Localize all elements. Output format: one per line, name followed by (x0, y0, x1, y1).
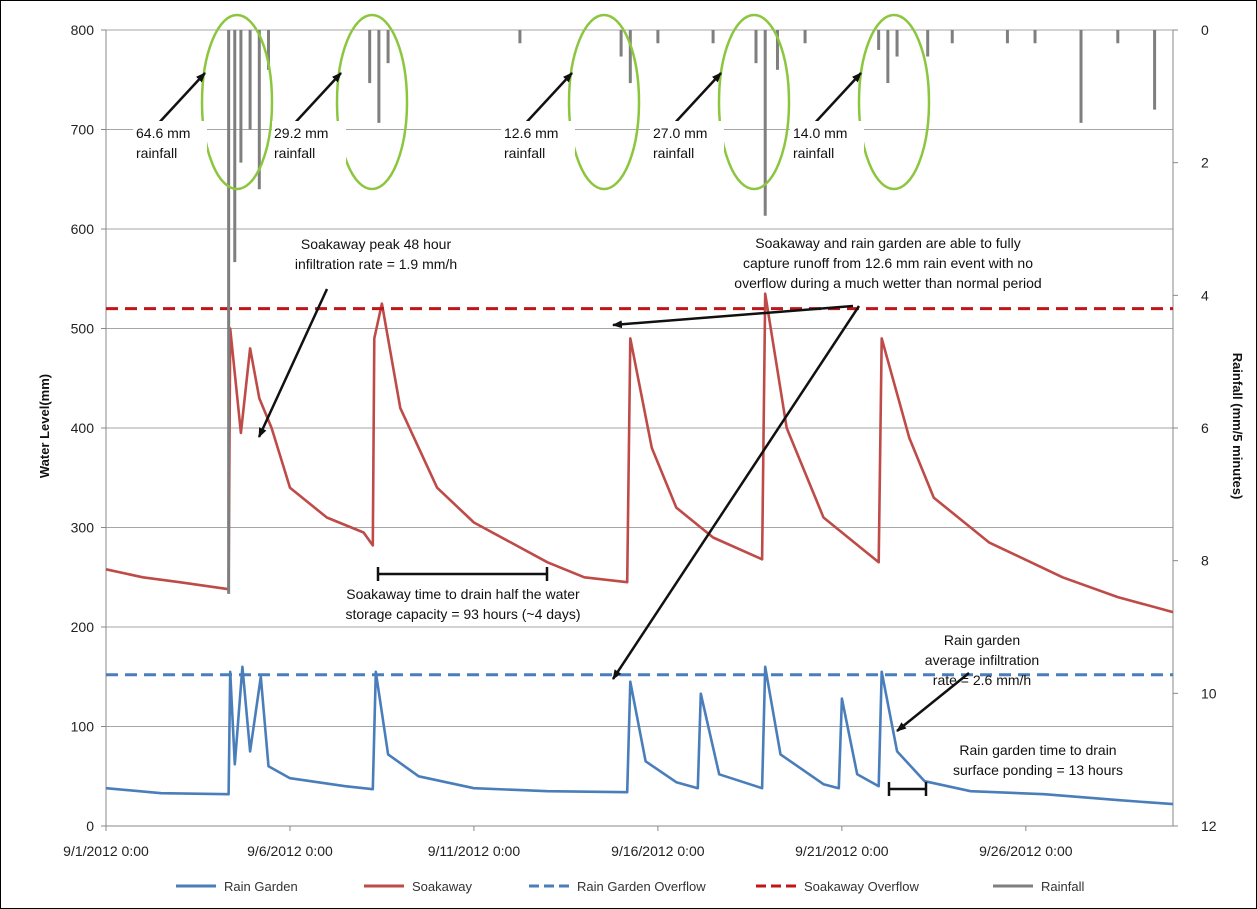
arrow (613, 306, 859, 679)
annotation-arrows (156, 73, 969, 731)
y2-tick-label: 8 (1201, 553, 1209, 569)
secondary-y-axis-title: Rainfall (mm/5 minutes) (1230, 353, 1245, 500)
arrow (156, 73, 205, 126)
annotation-rainfall-3-line1: 12.6 mm (504, 125, 558, 141)
y2-tick-label: 0 (1201, 22, 1209, 38)
annotation-rain-garden-rate-line2: average infiltration (925, 652, 1039, 668)
series-layer (106, 294, 1173, 804)
x-tick-label: 9/1/2012 0:00 (63, 843, 149, 859)
annotation-capture-line1: Soakaway and rain garden are able to ful… (755, 235, 1020, 251)
secondary-y-axis-ticks: 0 2 4 6 8 10 12 (1173, 22, 1217, 834)
annotation-rain-garden-rate-line1: Rain garden (944, 632, 1020, 648)
annotation-soakaway-peak-line1: Soakaway peak 48 hour (301, 236, 452, 252)
annotation-rainfall-5-line2: rainfall (793, 145, 834, 161)
y-tick-label: 600 (71, 221, 95, 237)
highlight-ellipse (569, 15, 639, 189)
x-tick-label: 9/21/2012 0:00 (795, 843, 889, 859)
y-axis-title: Water Level(mm) (37, 374, 52, 478)
highlight-ellipse (337, 15, 407, 189)
annotation-rainfall-4-line2: rainfall (653, 145, 694, 161)
annotation-capture-line2: capture runoff from 12.6 mm rain event w… (743, 255, 1033, 271)
legend-entry-label: Soakaway Overflow (804, 879, 919, 894)
y2-tick-label: 10 (1201, 685, 1217, 701)
arrow (672, 73, 721, 126)
rainfall-bars (229, 30, 1155, 594)
annotation-rainfall-3-line2: rainfall (504, 145, 545, 161)
annotation-soakaway-drain-line2: storage capacity = 93 hours (~4 days) (345, 606, 580, 622)
series-soakaway-line (106, 294, 1173, 612)
y-axis-ticks: 0 100 200 300 400 500 600 700 800 (71, 22, 106, 834)
annotation-rain-garden-drain-line2: surface ponding = 13 hours (953, 762, 1123, 778)
legend: Rain Garden Soakaway Rain Garden Overflow S… (176, 879, 1084, 894)
annotation-rainfall-4-line1: 27.0 mm (653, 125, 707, 141)
legend-entry-label: Soakaway (412, 879, 472, 894)
annotation-rainfall-2-line2: rainfall (274, 145, 315, 161)
arrow (523, 73, 572, 126)
arrow (259, 289, 327, 437)
y2-tick-label: 4 (1201, 287, 1209, 303)
x-tick-label: 9/6/2012 0:00 (247, 843, 333, 859)
annotation-rainfall-5-line1: 14.0 mm (793, 125, 847, 141)
highlight-ellipse (202, 15, 272, 189)
annotation-rain-garden-drain-line1: Rain garden time to drain (959, 742, 1116, 758)
legend-entry-label: Rainfall (1041, 879, 1084, 894)
legend-entry-label: Rain Garden Overflow (577, 879, 706, 894)
annotation-rain-garden-rate-line3: rate = 2.6 mm/h (933, 672, 1031, 688)
y-tick-label: 200 (71, 619, 95, 635)
y-tick-label: 300 (71, 520, 95, 536)
y-tick-label: 0 (86, 818, 94, 834)
highlight-ellipse (719, 15, 789, 189)
arrow (812, 73, 861, 126)
annotation-rainfall-2-line1: 29.2 mm (274, 125, 328, 141)
y-tick-label: 100 (71, 719, 95, 735)
annotation-rainfall-1-line1: 64.6 mm (136, 125, 190, 141)
x-axis-ticks: 9/1/2012 0:00 9/6/2012 0:00 9/11/2012 0:00… (63, 826, 1073, 859)
y2-tick-label: 6 (1201, 420, 1209, 436)
x-tick-label: 9/11/2012 0:00 (428, 843, 521, 859)
y-tick-label: 400 (71, 420, 95, 436)
x-tick-label: 9/16/2012 0:00 (611, 843, 705, 859)
y-tick-label: 700 (71, 122, 95, 138)
annotation-rainfall-1-line2: rainfall (136, 145, 177, 161)
annotation-soakaway-drain-line1: Soakaway time to drain half the water (346, 586, 580, 602)
annotation-capture-line3: overflow during a much wetter than norma… (734, 275, 1041, 291)
annotation-soakaway-peak-line2: infiltration rate = 1.9 mm/h (295, 256, 457, 272)
y2-tick-label: 2 (1201, 155, 1209, 171)
legend-entry-label: Rain Garden (224, 879, 298, 894)
y-tick-label: 800 (71, 22, 95, 38)
y-tick-label: 500 (71, 321, 95, 337)
arrow (292, 73, 341, 126)
x-tick-label: 9/26/2012 0:00 (979, 843, 1073, 859)
highlight-ellipse (859, 15, 929, 189)
y2-tick-label: 12 (1201, 818, 1217, 834)
